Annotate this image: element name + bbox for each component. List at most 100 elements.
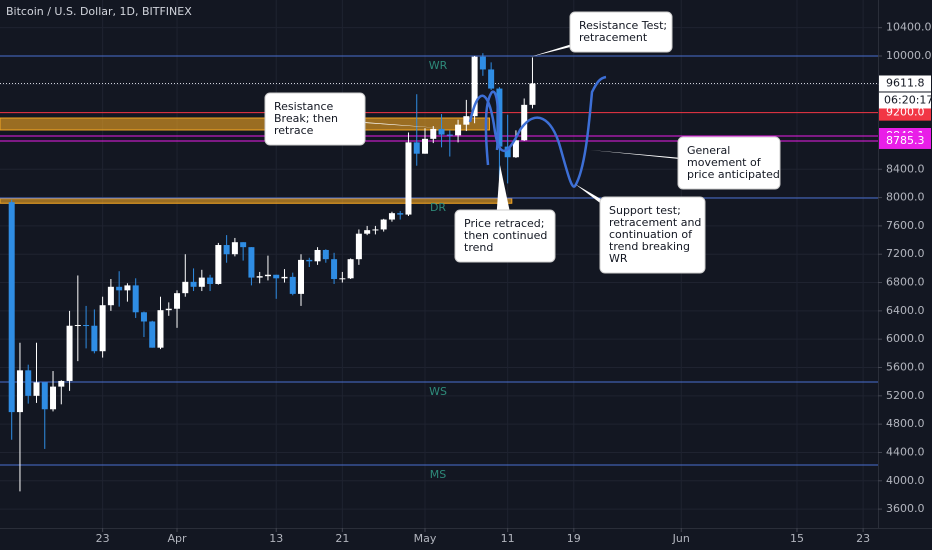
candle-body <box>430 128 437 139</box>
candle-body <box>322 249 329 260</box>
candle-body <box>529 83 536 105</box>
candle-body <box>74 325 81 327</box>
candle-body <box>446 134 453 136</box>
candle-body <box>16 370 23 413</box>
candle-body <box>149 321 156 348</box>
candle-body <box>281 276 288 279</box>
y-tick-label: 5200.0 <box>886 389 925 402</box>
candle-body <box>388 213 395 220</box>
candle-body <box>33 382 40 396</box>
price-badge-label: 8785.3 <box>886 134 925 147</box>
candle-body <box>174 293 181 309</box>
candle-body <box>298 259 305 294</box>
drawn-path <box>484 90 500 166</box>
candle-body <box>380 219 387 230</box>
x-tick-label: 13 <box>269 532 283 545</box>
y-tick-label: 6800.0 <box>886 276 925 289</box>
callout-text: retracement <box>579 31 648 44</box>
candle-body <box>41 382 48 410</box>
y-tick-label: 8000.0 <box>886 191 925 204</box>
candle-body <box>165 308 172 311</box>
x-tick-label: 23 <box>856 532 870 545</box>
x-tick-label: 15 <box>790 532 804 545</box>
countdown-badge <box>879 92 931 109</box>
x-tick-label: 23 <box>96 532 110 545</box>
callout-text: movement of <box>687 156 762 169</box>
callout-text: WR <box>609 252 628 265</box>
candle-body <box>264 274 271 277</box>
candle-body <box>314 249 321 262</box>
candle-body <box>215 245 222 284</box>
zone <box>0 198 513 204</box>
candle-body <box>256 276 263 278</box>
candle-body <box>140 312 147 322</box>
candle-body <box>331 259 338 280</box>
level-label: DR <box>430 201 446 214</box>
candle-body <box>273 274 280 279</box>
candle-body <box>58 380 65 387</box>
y-tick-label: 4800.0 <box>886 417 925 430</box>
last-price-badge <box>879 75 931 92</box>
candle-body <box>422 138 429 154</box>
callouts: Resistance Test;retracement ResistanceBre… <box>264 11 781 274</box>
x-tick-label: Apr <box>168 532 188 545</box>
callout-box <box>677 136 781 190</box>
candle-body <box>364 230 371 234</box>
callout-box <box>264 92 366 146</box>
callout-text: trend <box>464 241 493 254</box>
chart-title: Bitcoin / U.S. Dollar, 1D, BITFINEX <box>6 5 192 18</box>
candle-body <box>512 140 519 158</box>
y-tick-label: 7200.0 <box>886 247 925 260</box>
callout-text: Resistance Test; <box>579 19 667 32</box>
candle-body <box>521 104 528 141</box>
candle-body <box>240 242 247 248</box>
candle-body <box>83 325 90 327</box>
price-badge <box>879 104 931 121</box>
level-label: WR <box>429 59 448 72</box>
candle-body <box>66 325 73 381</box>
x-tick-label: May <box>414 532 437 545</box>
candle-body <box>91 325 98 352</box>
x-tick-label: Jun <box>672 532 690 545</box>
drawn-path <box>468 75 607 188</box>
axes: 10400.010000.09600.08400.08000.07600.072… <box>96 21 932 545</box>
callout-text: Support test; <box>609 204 681 217</box>
candle-body <box>25 370 32 396</box>
level-label: MS <box>430 468 446 481</box>
y-tick-label: 6400.0 <box>886 304 925 317</box>
level-label: WS <box>429 385 447 398</box>
y-tick-label: 8400.0 <box>886 162 925 175</box>
candle-body <box>289 276 296 294</box>
candle-body <box>99 305 106 352</box>
candle-body <box>132 285 139 313</box>
candle-body <box>463 116 470 125</box>
candle-body <box>207 277 214 284</box>
candles <box>8 53 536 492</box>
candle-body <box>455 124 462 136</box>
callout-text: Price retraced; <box>464 217 544 230</box>
zone <box>0 117 490 131</box>
callout-text: Break; then <box>274 112 338 125</box>
candle-body <box>488 69 495 89</box>
candle-body <box>504 146 511 158</box>
candle-body <box>372 229 379 231</box>
candle-body <box>306 259 313 262</box>
candle-body <box>347 259 354 279</box>
candle-body <box>397 213 404 215</box>
callout-text: then continued <box>464 229 547 242</box>
grid <box>0 0 878 528</box>
candle-body <box>50 386 57 410</box>
candle-body <box>182 281 189 294</box>
callout-text: General <box>687 144 730 157</box>
last-price-badge-label: 9611.8 <box>886 76 925 89</box>
callout-text: retrace <box>274 124 314 137</box>
candle-body <box>438 128 445 135</box>
y-tick-label: 7600.0 <box>886 219 925 232</box>
callout-box <box>599 196 706 274</box>
callout-text: retracement and <box>609 216 701 229</box>
callout-text: continuation of <box>609 228 693 241</box>
y-tick-label: 4000.0 <box>886 474 925 487</box>
candle-body <box>198 277 205 287</box>
